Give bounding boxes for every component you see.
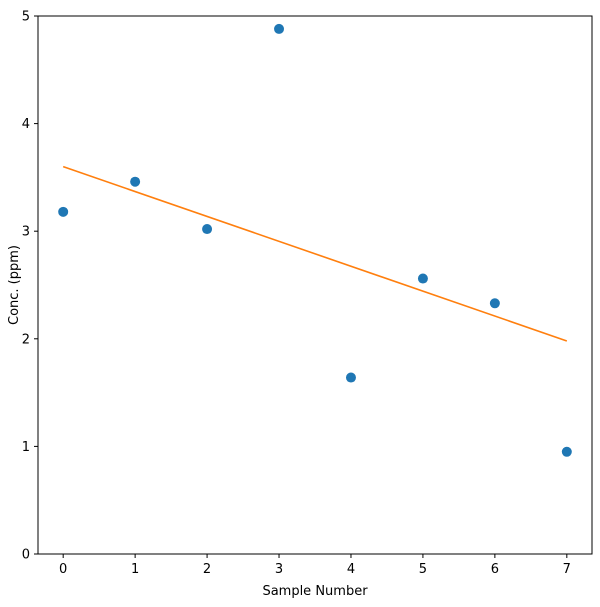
- data-point: [58, 206, 69, 217]
- data-point: [130, 176, 141, 187]
- data-point: [202, 224, 213, 235]
- y-axis-label: Conc. (ppm): [7, 245, 22, 325]
- x-tick-label: 3: [275, 562, 283, 577]
- data-point: [274, 23, 285, 34]
- x-tick-label: 7: [563, 562, 571, 577]
- data-point: [345, 372, 356, 383]
- y-tick-label: 3: [22, 225, 30, 240]
- x-tick-label: 6: [491, 562, 499, 577]
- y-tick-label: 4: [22, 117, 30, 132]
- data-point: [417, 273, 428, 284]
- x-tick-label: 2: [203, 562, 211, 577]
- x-tick-label: 0: [59, 562, 67, 577]
- y-tick-label: 1: [22, 440, 30, 455]
- axis-ticks: 0 1 2 3 4 5 6 7 0 1 2 3 4 5: [22, 10, 571, 578]
- x-tick-label: 4: [347, 562, 355, 577]
- data-point: [561, 446, 572, 457]
- x-tick-label: 1: [131, 562, 139, 577]
- x-tick-label: 5: [419, 562, 427, 577]
- x-axis-label: Sample Number: [262, 584, 368, 599]
- y-tick-label: 5: [22, 10, 30, 25]
- plot-area: [58, 23, 572, 457]
- data-point: [489, 298, 500, 309]
- y-tick-label: 2: [22, 332, 30, 347]
- y-tick-label: 0: [22, 548, 30, 563]
- trend-line: [62, 165, 568, 342]
- axes-frame: [37, 15, 593, 555]
